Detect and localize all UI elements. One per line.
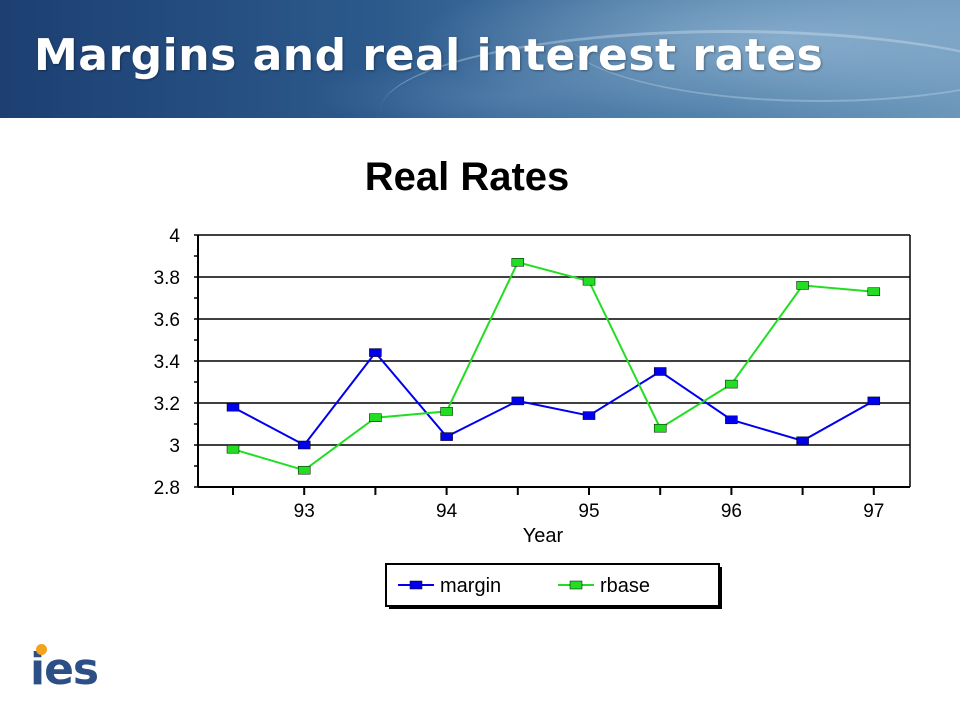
- series-line-rbase: [232, 261, 874, 472]
- data-point-rbase: [867, 287, 881, 296]
- legend-label-margin: margin: [440, 575, 501, 597]
- data-point-margin: [297, 440, 311, 450]
- data-point-margin: [867, 396, 881, 406]
- x-axis-label: Year: [523, 525, 564, 547]
- y-tick-label: 3: [169, 436, 180, 457]
- y-tick-label: 2.8: [154, 478, 180, 499]
- real-rates-chart: Real Rates 4 3.8 3.6 3.4 3.2 3 2.8 93 94 95 96 97 Yea…: [154, 155, 911, 609]
- data-point-rbase: [653, 423, 667, 433]
- x-tick-label: 93: [294, 501, 315, 522]
- y-tick-label: 4: [169, 226, 180, 247]
- data-point-rbase: [226, 444, 240, 454]
- ies-logo: ies: [30, 640, 120, 700]
- series-line-margin: [232, 351, 875, 447]
- y-tick-label: 3.8: [154, 268, 180, 289]
- legend: [385, 563, 720, 607]
- legend-marker-rbase: [569, 580, 583, 590]
- page-title: Margins and real interest rates: [34, 30, 824, 81]
- y-tick-label: 3.2: [154, 394, 180, 415]
- data-point-margin: [226, 402, 240, 412]
- x-tick-label: 94: [436, 501, 458, 522]
- x-tick-label: 97: [863, 501, 884, 522]
- x-tick-label: 96: [721, 501, 742, 522]
- logo-dot: [36, 644, 47, 655]
- data-point-margin: [440, 432, 453, 441]
- data-point-margin: [796, 436, 809, 446]
- data-point-margin: [369, 348, 382, 357]
- data-point-rbase: [796, 281, 809, 290]
- data-point-margin: [582, 411, 596, 420]
- y-tick-label: 3.4: [154, 352, 181, 373]
- data-point-rbase: [297, 465, 311, 475]
- data-point-rbase: [511, 258, 525, 267]
- data-point-rbase: [582, 276, 596, 286]
- chart-title: Real Rates: [365, 155, 570, 199]
- data-point-rbase: [725, 379, 738, 389]
- legend-marker-margin: [409, 580, 423, 590]
- legend-label-rbase: rbase: [600, 575, 650, 597]
- title-banner: Margins and real interest rates: [0, 0, 960, 118]
- x-tick-label: 95: [578, 501, 599, 522]
- data-point-margin: [725, 415, 738, 425]
- y-tick-label: 3.6: [154, 310, 180, 331]
- data-point-rbase: [369, 413, 382, 422]
- data-point-margin: [653, 367, 667, 376]
- data-point-rbase: [440, 407, 453, 416]
- data-point-margin: [511, 396, 525, 406]
